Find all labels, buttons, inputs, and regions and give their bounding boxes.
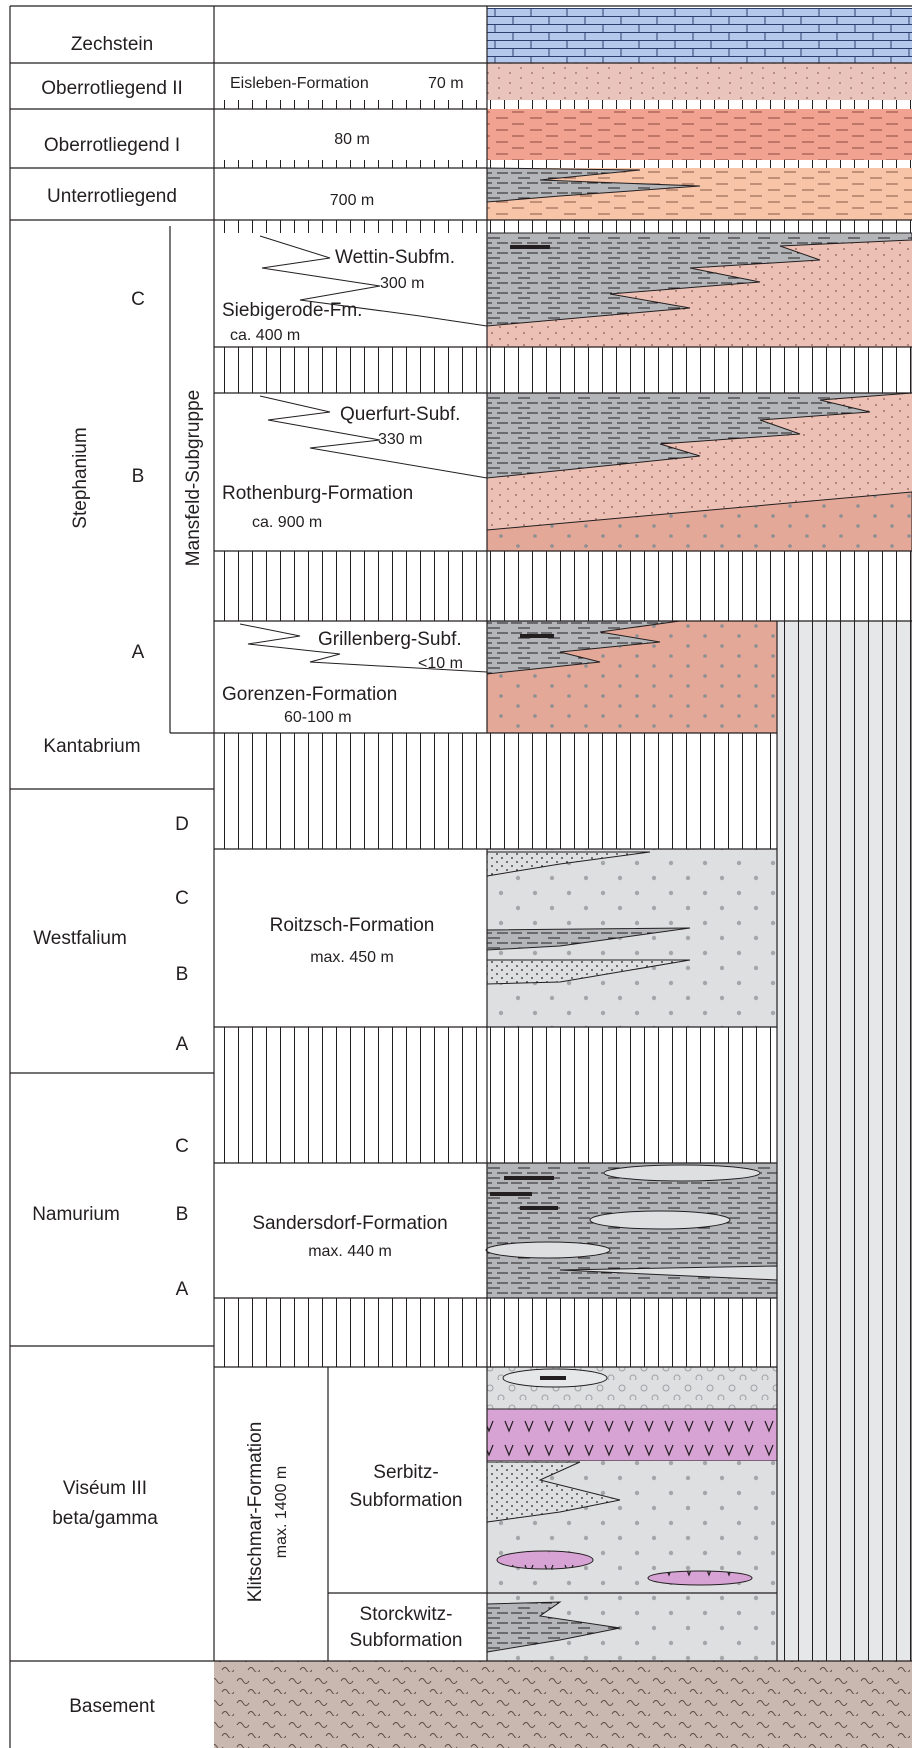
volcanic-layer <box>486 1408 778 1462</box>
stage-steph-a: A <box>132 642 145 663</box>
epoch-viseum-line2: beta/gamma <box>52 1508 158 1529</box>
siderite-lens-1 <box>603 1164 761 1182</box>
stage-west-a: A <box>176 1034 189 1055</box>
stage-west-b: B <box>176 964 189 985</box>
querfurt-interfinger <box>259 395 488 479</box>
formation-rothenburg-thickness: ca. 900 m <box>252 514 322 531</box>
hiatus-band-2 <box>214 160 912 168</box>
epoch-stephanium: Stephanium <box>70 427 91 528</box>
hiatus-band-right <box>776 620 912 1662</box>
formation-roitzsch: Roitzsch-Formation <box>270 915 435 936</box>
siderite-lens-3 <box>485 1241 611 1259</box>
formation-klitschmar-thickness: max. 1400 m <box>273 1466 290 1558</box>
coal-seam-6 <box>540 1376 566 1380</box>
querfurt-grey-tongue <box>486 392 912 479</box>
formation-roitzsch-thickness: max. 450 m <box>310 949 394 966</box>
epoch-kantabrium: Kantabrium <box>43 736 140 757</box>
volcanic-lens-1 <box>496 1550 594 1570</box>
group-mansfeld: Mansfeld-Subgruppe <box>183 390 204 566</box>
ober1-mudstone <box>487 109 912 160</box>
coal-seam-3 <box>504 1176 554 1180</box>
wettin-interfinger <box>259 235 488 327</box>
formation-grillenberg: Grillenberg-Subf. <box>318 629 462 650</box>
hiatus-band-3 <box>214 220 912 233</box>
epoch-viseum-line1: Viséum III <box>63 1478 147 1499</box>
epoch-oberrotliegend-2: Oberrotliegend II <box>41 78 183 99</box>
hiatus-band-steph-ba <box>213 550 912 622</box>
formation-storckwitz-line2: Subformation <box>349 1630 462 1651</box>
formation-ober1-thickness: 80 m <box>334 131 370 148</box>
epoch-westfalium: Westfalium <box>33 928 127 949</box>
stage-nam-b: B <box>176 1204 189 1225</box>
stage-nam-a: A <box>176 1279 189 1300</box>
formation-siebigerode: Siebigerode-Fm. <box>222 300 362 321</box>
formation-eisleben-thickness: 70 m <box>428 75 464 92</box>
eisleben-shale <box>487 63 912 100</box>
stage-steph-c: C <box>131 289 145 310</box>
volcanic-lens-2 <box>647 1570 753 1586</box>
epoch-basement: Basement <box>69 1696 155 1717</box>
epoch-namurium: Namurium <box>32 1204 120 1225</box>
formation-gorenzen: Gorenzen-Formation <box>222 684 397 705</box>
epoch-unterrotliegend: Unterrotliegend <box>47 186 177 207</box>
basement-rock <box>214 1661 912 1748</box>
formation-wettin-thickness: 300 m <box>380 275 424 292</box>
hiatus-band-steph-cb <box>213 346 912 394</box>
hiatus-band-kantabrium <box>213 732 778 850</box>
lithology-column <box>213 8 912 1748</box>
stage-steph-b: B <box>132 466 145 487</box>
formation-sandersdorf: Sandersdorf-Formation <box>252 1213 447 1234</box>
formation-rothenburg: Rothenburg-Formation <box>222 483 413 504</box>
formation-wettin: Wettin-Subfm. <box>335 247 455 268</box>
stage-west-c: C <box>175 888 189 909</box>
wettin-grey-tongue <box>486 232 912 327</box>
grillenberg-interfinger <box>239 623 488 673</box>
epoch-oberrotliegend-1: Oberrotliegend I <box>44 135 180 156</box>
frame-lines <box>9 5 912 1748</box>
formation-gorenzen-thickness: 60-100 m <box>284 709 352 726</box>
siderite-lens-2 <box>589 1210 731 1230</box>
coal-seam-4 <box>490 1192 532 1196</box>
hiatus-band-westfalium-a <box>213 1026 778 1164</box>
formation-eisleben: Eisleben-Formation <box>230 75 369 92</box>
coal-seam-5 <box>520 1206 558 1210</box>
epoch-zechstein: Zechstein <box>71 34 153 55</box>
formation-querfurt-thickness: 330 m <box>378 431 422 448</box>
formation-unter-thickness: 700 m <box>330 192 374 209</box>
formation-serbitz-line2: Subformation <box>349 1490 462 1511</box>
coal-seam <box>510 245 550 249</box>
coal-seam-2 <box>520 634 554 638</box>
formation-serbitz-line1: Serbitz- <box>373 1462 438 1483</box>
formation-storckwitz-line1: Storckwitz- <box>360 1604 453 1625</box>
formation-siebigerode-thickness: ca. 400 m <box>230 327 300 344</box>
formation-querfurt: Querfurt-Subf. <box>340 404 460 425</box>
formation-klitschmar: Klitschmar-Formation <box>245 1422 266 1603</box>
formation-grillenberg-thickness: <10 m <box>418 655 463 672</box>
stage-nam-c: C <box>175 1136 189 1157</box>
hiatus-band-1 <box>214 100 912 109</box>
stage-west-d: D <box>175 814 189 835</box>
zechstein-limestone <box>487 8 912 63</box>
hiatus-band-namurium-a <box>213 1297 778 1368</box>
formation-sandersdorf-thickness: max. 440 m <box>308 1243 392 1260</box>
